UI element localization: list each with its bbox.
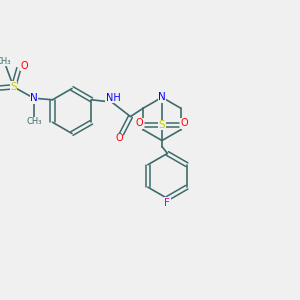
Text: O: O [136,118,144,128]
Text: O: O [115,133,123,143]
Text: CH₃: CH₃ [0,56,11,66]
Text: O: O [20,61,28,71]
Text: N: N [30,93,38,103]
Text: N: N [158,92,166,102]
Text: F: F [164,198,170,208]
Text: NH: NH [106,93,121,103]
Text: O: O [180,118,188,128]
Text: CH₃: CH₃ [26,117,42,126]
Text: S: S [159,120,165,130]
Text: S: S [10,82,17,92]
